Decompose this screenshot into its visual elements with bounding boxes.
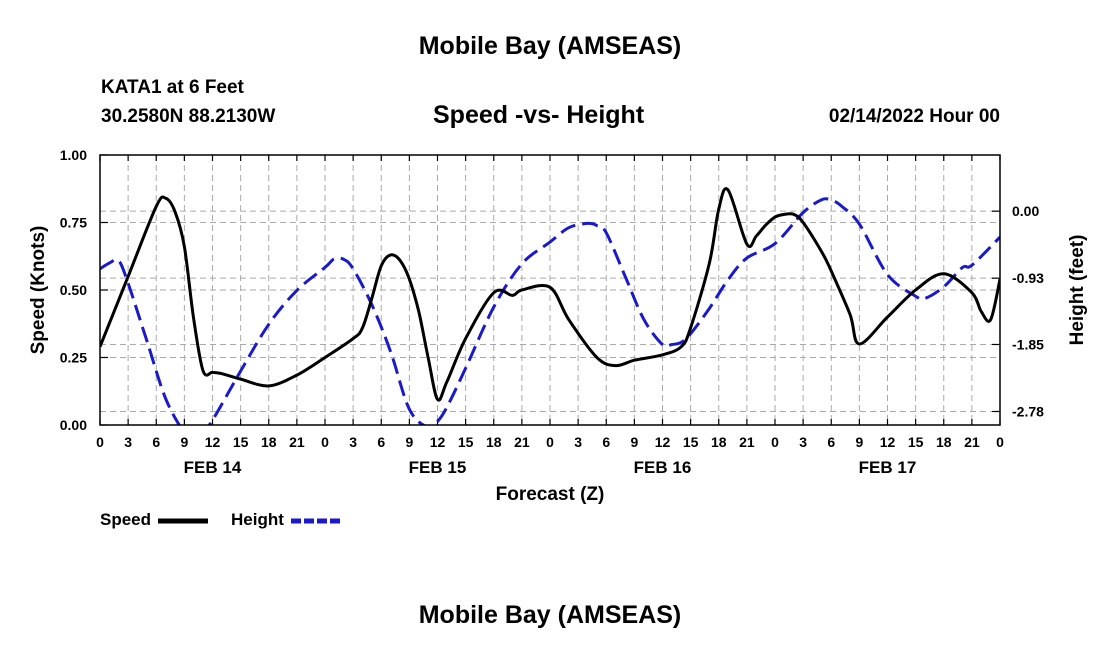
speed-height-chart: 0 3 6 9 12 15 18 21 0 3 6 9 12 15 18 21 0 3 6 9 12 15 18 21 0 3 6 9… xyxy=(28,147,1088,505)
x-tick-label: 12 xyxy=(655,434,671,450)
x-tick-label: 12 xyxy=(205,434,221,450)
y-tick-label-left: 0.75 xyxy=(60,215,87,231)
x-tick-label: 0 xyxy=(96,434,104,450)
station-coordinates: 30.2580N 88.2130W xyxy=(101,106,276,127)
footer-title: Mobile Bay (AMSEAS) xyxy=(418,601,682,629)
y-tick-label-left: 0.50 xyxy=(60,282,87,298)
x-tick-label: 6 xyxy=(377,434,385,450)
x-tick-label: 9 xyxy=(855,434,863,450)
x-tick-label: 18 xyxy=(486,434,502,450)
x-tick-label: 9 xyxy=(405,434,413,450)
x-tick-label: 9 xyxy=(630,434,638,450)
x-tick-label: 0 xyxy=(321,434,329,450)
x-tick-label: 6 xyxy=(602,434,610,450)
y-tick-label-right: -2.78 xyxy=(1012,404,1044,420)
x-tick-label: 0 xyxy=(771,434,779,450)
x-tick-label: 3 xyxy=(799,434,807,450)
x-axis-label: Forecast (Z) xyxy=(496,484,605,505)
x-tick-label: 15 xyxy=(683,434,699,450)
day-label: FEB 14 xyxy=(184,458,242,477)
x-tick-label: 21 xyxy=(514,434,530,450)
legend-speed-swatch xyxy=(157,518,208,524)
y-tick-label-right: -1.85 xyxy=(1012,336,1044,352)
series-line-speed xyxy=(100,187,1000,402)
forecast-datetime: 02/14/2022 Hour 00 xyxy=(828,106,1000,127)
y-tick-label-left: 0.25 xyxy=(60,350,87,366)
chart-subtitle: Speed -vs- Height xyxy=(433,101,645,129)
x-tick-label: 18 xyxy=(936,434,952,450)
x-tick-label: 6 xyxy=(152,434,160,450)
x-tick-label: 18 xyxy=(261,434,277,450)
chart-grid xyxy=(100,155,1000,425)
x-tick-label: 15 xyxy=(233,434,249,450)
x-tick-label: 0 xyxy=(996,434,1004,450)
day-label: FEB 15 xyxy=(409,458,467,477)
x-tick-label: 21 xyxy=(739,434,755,450)
legend-height-label: Height xyxy=(231,510,284,529)
series-line-height xyxy=(100,197,1000,425)
day-label: FEB 16 xyxy=(634,458,692,477)
x-tick-label: 15 xyxy=(458,434,474,450)
x-tick-label: 0 xyxy=(546,434,554,450)
x-tick-label: 15 xyxy=(908,434,924,450)
x-tick-label: 12 xyxy=(880,434,896,450)
plot-frame xyxy=(99,154,1001,426)
x-tick-label: 3 xyxy=(124,434,132,450)
y-tick-label-right: 0.00 xyxy=(1012,203,1039,219)
x-tick-label: 6 xyxy=(827,434,835,450)
x-tick-label: 3 xyxy=(574,434,582,450)
y-tick-label-right: -0.93 xyxy=(1012,270,1044,286)
x-tick-label: 21 xyxy=(289,434,305,450)
x-tick-label: 21 xyxy=(964,434,980,450)
chart-title: Mobile Bay (AMSEAS) xyxy=(418,32,682,60)
day-label: FEB 17 xyxy=(859,458,917,477)
y-axis-label-right: Height (feet) xyxy=(1067,235,1088,346)
legend-height-swatch xyxy=(290,518,341,524)
y-axis-label-left: Speed (Knots) xyxy=(28,226,49,355)
y-tick-label-left: 1.00 xyxy=(60,147,87,163)
station-label: KATA1 at 6 Feet xyxy=(101,77,244,98)
x-tick-label: 18 xyxy=(711,434,727,450)
chart-labels: Forecast (Z) Speed (Knots) Height (feet) xyxy=(28,226,1088,505)
x-tick-label: 12 xyxy=(430,434,446,450)
chart-ticks: 0 3 6 9 12 15 18 21 0 3 6 9 12 15 18 21 0 3 6 9 12 15 18 21 0 3 6 9… xyxy=(60,147,1044,477)
legend-speed: Speed xyxy=(100,510,210,530)
x-tick-label: 9 xyxy=(180,434,188,450)
y-tick-label-left: 0.00 xyxy=(60,417,87,433)
x-tick-label: 3 xyxy=(349,434,357,450)
legend-height: Height xyxy=(231,510,343,530)
chart-series xyxy=(100,187,1000,425)
legend-speed-label: Speed xyxy=(100,510,152,529)
